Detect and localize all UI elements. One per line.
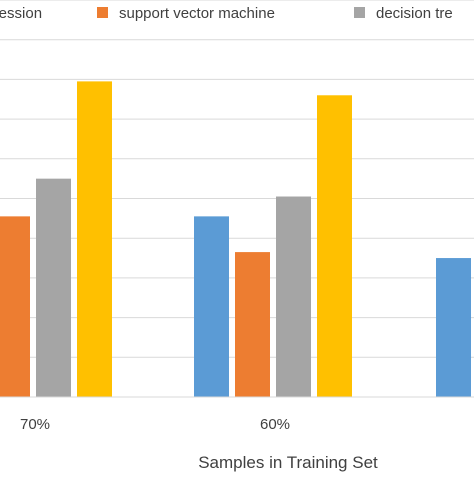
bars bbox=[0, 81, 471, 397]
bar bbox=[317, 95, 352, 397]
legend-label: regression bbox=[0, 5, 42, 22]
bar bbox=[276, 196, 311, 397]
legend-label: decision tre bbox=[376, 5, 453, 22]
legend-swatch bbox=[97, 7, 108, 18]
x-tick-label: 70% bbox=[20, 416, 50, 433]
bar bbox=[36, 178, 71, 397]
x-tick-labels: 70% 60% bbox=[20, 416, 290, 433]
bar bbox=[235, 252, 270, 397]
bar bbox=[0, 216, 30, 397]
x-tick-label: 60% bbox=[260, 416, 290, 433]
legend-swatch bbox=[354, 7, 365, 18]
x-axis-title: Samples in Training Set bbox=[198, 453, 378, 472]
legend: regression support vector machine decision… bbox=[0, 5, 453, 22]
legend-label: support vector machine bbox=[119, 5, 275, 22]
bar bbox=[436, 258, 471, 397]
bar bbox=[77, 81, 112, 397]
bar bbox=[194, 216, 229, 397]
